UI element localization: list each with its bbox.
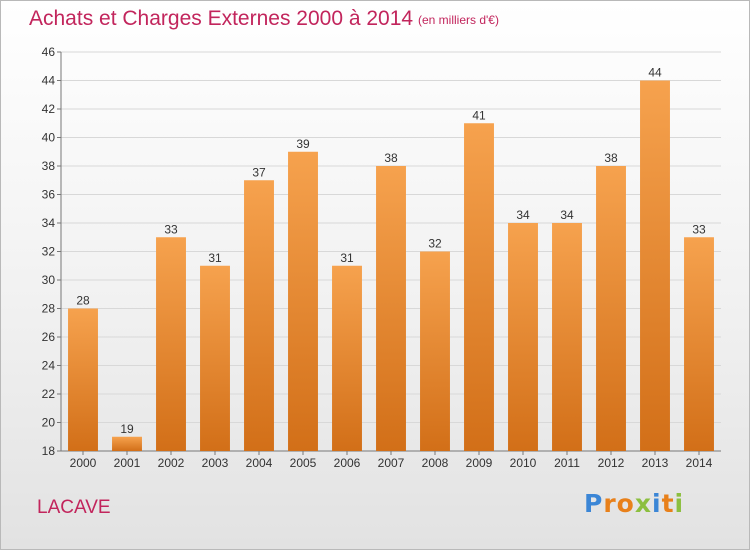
y-tick-label: 38 — [42, 159, 56, 173]
y-tick-label: 42 — [42, 102, 56, 116]
y-tick-label: 18 — [42, 444, 56, 458]
bar-2002 — [156, 237, 186, 451]
x-tick-label: 2008 — [422, 456, 449, 470]
data-label: 38 — [384, 151, 398, 165]
y-tick-label: 32 — [42, 245, 56, 259]
bar-2012 — [596, 166, 626, 451]
x-tick-label: 2000 — [70, 456, 97, 470]
x-tick-label: 2009 — [466, 456, 493, 470]
chart-subtitle: (en milliers d'€) — [418, 13, 499, 27]
y-tick-label: 22 — [42, 387, 56, 401]
data-label: 28 — [76, 294, 90, 308]
data-label: 39 — [296, 137, 310, 151]
bar-2004 — [244, 180, 274, 451]
y-tick-label: 30 — [42, 273, 56, 287]
bar-2009 — [464, 123, 494, 451]
x-tick-label: 2004 — [246, 456, 273, 470]
x-tick-label: 2011 — [554, 456, 580, 470]
bar-2014 — [684, 237, 714, 451]
bar-2005 — [288, 151, 318, 451]
data-label: 19 — [120, 422, 134, 436]
commune-name: LACAVE — [37, 497, 111, 518]
bar-2000 — [68, 308, 98, 451]
data-label: 32 — [428, 237, 442, 251]
x-tick-label: 2012 — [598, 456, 625, 470]
data-label: 41 — [472, 108, 486, 122]
y-tick-label: 20 — [42, 416, 56, 430]
bar-2006 — [332, 265, 362, 451]
bar-2001 — [112, 436, 142, 451]
x-tick-label: 2006 — [334, 456, 361, 470]
y-tick-label: 34 — [42, 216, 56, 230]
bar-2013 — [640, 80, 670, 451]
bar-2003 — [200, 265, 230, 451]
x-tick-label: 2005 — [290, 456, 317, 470]
bar-2008 — [420, 251, 450, 451]
data-label: 33 — [164, 222, 178, 236]
x-tick-label: 2001 — [114, 456, 141, 470]
y-tick-label: 36 — [42, 188, 56, 202]
y-tick-label: 44 — [42, 74, 56, 88]
proxiti-logo: Proxiti — [584, 489, 685, 518]
y-tick-label: 26 — [42, 330, 56, 344]
bar-2011 — [552, 223, 582, 451]
chart-title: Achats et Charges Externes 2000 à 2014 — [29, 7, 414, 30]
labels: 18 20 22 24 26 28 30 32 34 36 38 40 42 44 46 28 2000 19 20… — [42, 45, 713, 470]
bar-2010 — [508, 223, 538, 451]
y-tick-label: 24 — [42, 359, 56, 373]
y-tick-label: 40 — [42, 131, 56, 145]
data-label: 37 — [252, 165, 266, 179]
x-tick-label: 2014 — [686, 456, 713, 470]
data-label: 31 — [340, 251, 354, 265]
data-label: 34 — [516, 208, 530, 222]
x-tick-label: 2007 — [378, 456, 405, 470]
x-tick-label: 2010 — [510, 456, 537, 470]
data-label: 38 — [604, 151, 618, 165]
bar-2007 — [376, 166, 406, 451]
x-tick-label: 2013 — [642, 456, 669, 470]
y-tick-label: 28 — [42, 302, 56, 316]
x-tick-label: 2003 — [202, 456, 229, 470]
data-label: 33 — [692, 222, 706, 236]
data-label: 44 — [648, 66, 662, 80]
y-tick-label: 46 — [42, 45, 56, 59]
x-tick-label: 2002 — [158, 456, 185, 470]
data-label: 31 — [208, 251, 222, 265]
data-label: 34 — [560, 208, 574, 222]
bars — [68, 80, 714, 451]
